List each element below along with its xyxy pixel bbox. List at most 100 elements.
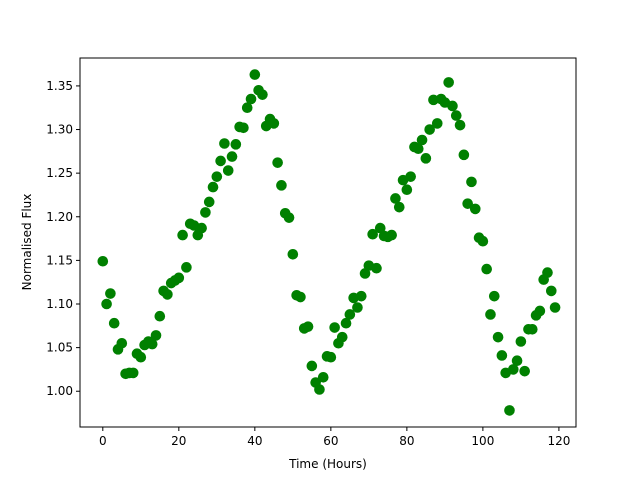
data-point xyxy=(458,149,470,161)
data-point xyxy=(241,102,253,114)
x-tick-label: 20 xyxy=(171,434,186,448)
x-tick-label: 60 xyxy=(323,434,338,448)
data-point xyxy=(511,355,523,367)
data-point xyxy=(359,268,371,279)
y-axis: 1.00 1.05 1.10 1.15 1.20 1.25 1.30 1.35 xyxy=(46,79,80,398)
data-point xyxy=(416,134,428,146)
y-tick-label: 1.00 xyxy=(46,384,73,398)
data-point xyxy=(355,290,367,302)
data-point xyxy=(146,338,158,350)
data-point xyxy=(226,151,238,162)
data-point xyxy=(336,331,348,343)
data-point xyxy=(492,331,504,343)
y-tick-label: 1.15 xyxy=(46,253,73,267)
data-point xyxy=(542,267,553,278)
data-point xyxy=(249,69,261,80)
data-point xyxy=(222,165,234,176)
data-point xyxy=(230,139,242,150)
data-point xyxy=(367,228,378,240)
data-point xyxy=(162,289,173,300)
data-point xyxy=(196,222,207,234)
data-point xyxy=(405,171,416,182)
data-point xyxy=(97,255,109,267)
data-point xyxy=(276,180,287,191)
data-point xyxy=(401,184,413,196)
data-point xyxy=(101,298,112,310)
y-tick-label: 1.30 xyxy=(46,123,73,137)
data-point xyxy=(485,309,496,320)
y-tick-label: 1.20 xyxy=(46,210,73,224)
data-point xyxy=(200,207,211,218)
y-axis-label: Normalised Flux xyxy=(20,194,34,291)
data-point xyxy=(352,302,363,313)
x-tick-label: 40 xyxy=(247,434,262,448)
x-axis-label: Time (Hours) xyxy=(288,457,367,471)
data-point xyxy=(412,143,424,155)
data-point xyxy=(154,310,166,322)
data-point xyxy=(245,93,257,105)
data-point xyxy=(283,212,295,223)
data-point xyxy=(272,157,283,168)
data-point xyxy=(462,198,473,209)
data-point xyxy=(504,405,515,416)
data-point xyxy=(150,330,162,341)
data-point xyxy=(507,364,519,375)
data-point xyxy=(488,290,500,302)
data-point xyxy=(173,272,185,284)
data-point xyxy=(211,171,223,182)
x-axis: 0 20 40 60 80 100 120 xyxy=(99,427,570,448)
data-point xyxy=(268,118,280,129)
data-point xyxy=(181,262,192,273)
data-point xyxy=(393,201,405,213)
data-point xyxy=(203,196,215,208)
data-point xyxy=(306,360,318,372)
x-tick-label: 100 xyxy=(471,434,494,448)
data-point xyxy=(450,110,462,121)
y-tick-label: 1.25 xyxy=(46,166,73,180)
data-point xyxy=(257,89,268,100)
data-point xyxy=(469,203,481,215)
data-point xyxy=(127,367,139,379)
data-point xyxy=(424,124,435,135)
data-point xyxy=(207,181,219,193)
data-point xyxy=(295,291,306,303)
data-point xyxy=(496,350,508,361)
x-tick-label: 0 xyxy=(99,434,107,448)
data-point xyxy=(431,118,443,129)
data-point xyxy=(549,302,561,313)
y-tick-label: 1.10 xyxy=(46,297,73,311)
data-point xyxy=(374,222,386,234)
y-tick-label: 1.05 xyxy=(46,341,73,355)
data-point xyxy=(534,305,546,317)
data-point xyxy=(215,155,226,167)
data-point xyxy=(108,317,120,329)
data-point xyxy=(454,119,466,131)
data-point xyxy=(515,336,527,347)
data-point xyxy=(317,371,329,383)
data-point xyxy=(325,351,337,363)
data-point xyxy=(481,263,492,275)
data-point xyxy=(238,122,249,134)
data-point xyxy=(177,229,188,241)
data-point xyxy=(135,351,147,363)
data-point xyxy=(219,138,230,149)
data-point xyxy=(526,323,538,335)
data-point xyxy=(329,322,340,333)
data-point xyxy=(390,193,401,204)
data-point xyxy=(545,285,557,297)
data-points xyxy=(97,69,561,416)
data-point xyxy=(287,248,299,260)
data-point xyxy=(477,235,489,247)
data-point xyxy=(443,77,454,88)
data-point xyxy=(466,176,477,188)
data-point xyxy=(302,321,314,332)
y-tick-label: 1.35 xyxy=(46,79,73,93)
data-point xyxy=(105,288,116,299)
x-tick-label: 80 xyxy=(399,434,414,448)
data-point xyxy=(371,262,382,274)
x-tick-label: 120 xyxy=(547,434,570,448)
data-point xyxy=(386,229,397,241)
data-point xyxy=(116,337,128,349)
